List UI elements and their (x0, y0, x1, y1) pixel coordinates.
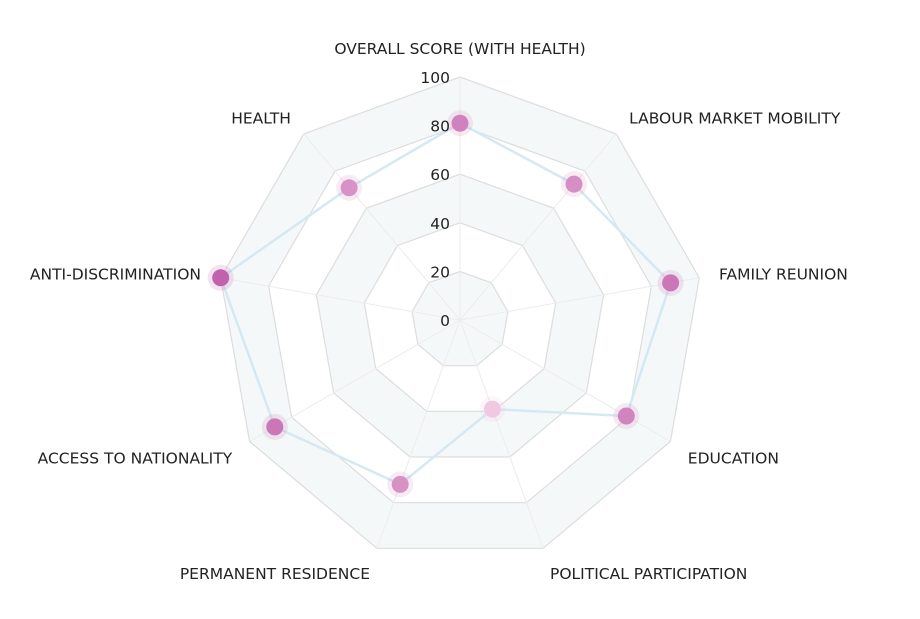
series-line (219, 121, 672, 486)
axis-label: ANTI-DISCRIMINATION (30, 265, 201, 283)
radar-axis-labels: OVERALL SCORE (WITH HEALTH) LABOUR MARKET… (30, 40, 848, 583)
radar-spoke (459, 319, 544, 549)
tick-label: 40 (430, 215, 450, 233)
axis-label: POLITICAL PARTICIPATION (550, 565, 747, 583)
tick-label: 100 (420, 69, 450, 87)
tick-label: 60 (430, 166, 450, 184)
radar-series (219, 121, 672, 486)
radar-spoke (220, 277, 461, 321)
radar-ring (315, 173, 605, 458)
data-point[interactable] (207, 264, 234, 291)
axis-label: OVERALL SCORE (WITH HEALTH) (334, 40, 585, 58)
data-point[interactable] (561, 171, 587, 198)
axis-label: LABOUR MARKET MOBILITY (629, 110, 841, 128)
tick-label: 80 (430, 118, 450, 136)
axis-label: PERMANENT RESIDENCE (180, 565, 370, 583)
data-point[interactable] (447, 110, 473, 137)
tick-label: 20 (430, 263, 450, 281)
data-point-marker[interactable] (340, 179, 358, 197)
data-point-marker[interactable] (617, 407, 635, 425)
radar-spoke (459, 319, 671, 442)
data-point[interactable] (479, 396, 506, 423)
data-point-marker[interactable] (266, 418, 284, 436)
data-point[interactable] (387, 471, 414, 498)
data-point[interactable] (336, 174, 363, 201)
radar-spoke (376, 319, 461, 549)
radar-ring (220, 76, 700, 549)
radar-spoke (303, 133, 461, 321)
axis-label: EDUCATION (688, 450, 779, 468)
radar-spoke (249, 319, 461, 442)
data-point-marker[interactable] (662, 274, 680, 292)
radar-spoke (459, 133, 617, 321)
data-point[interactable] (261, 413, 288, 440)
data-point[interactable] (613, 403, 640, 429)
data-point[interactable] (657, 269, 684, 296)
data-point-marker[interactable] (565, 175, 583, 193)
axis-label: ACCESS TO NATIONALITY (38, 450, 233, 468)
radar-spokes (220, 77, 700, 549)
data-point-marker[interactable] (483, 400, 501, 418)
axis-label: FAMILY REUNION (719, 265, 848, 283)
radar-spoke (459, 277, 700, 321)
radar-tick-labels: 0 20 40 60 80 100 (420, 69, 450, 330)
radar-band (316, 174, 604, 457)
radar-ring (363, 222, 557, 412)
radar-ring (411, 270, 509, 367)
data-point-marker[interactable] (212, 269, 230, 287)
axis-label: HEALTH (231, 110, 291, 128)
tick-label: 0 (440, 312, 450, 330)
data-point-marker[interactable] (451, 114, 469, 132)
data-point-marker[interactable] (391, 475, 409, 493)
radar-points (207, 110, 684, 498)
